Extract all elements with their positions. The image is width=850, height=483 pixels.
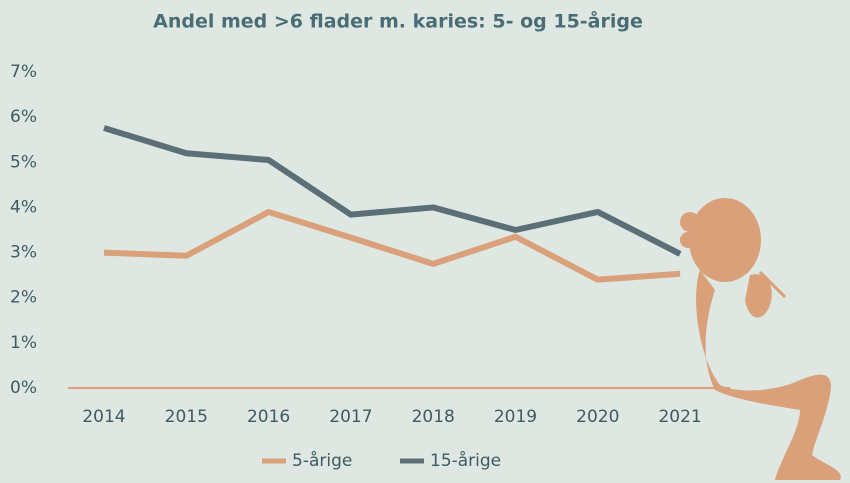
x-tick-label: 2016 <box>247 407 290 427</box>
y-tick-label: 0% <box>10 378 37 398</box>
y-tick-label: 1% <box>10 333 37 353</box>
x-tick-label: 2014 <box>82 407 125 427</box>
chart: Andel med >6 flader m. karies: 5- og 15-… <box>0 0 850 483</box>
chart-title: Andel med >6 flader m. karies: 5- og 15-… <box>153 9 643 33</box>
y-tick-label: 3% <box>10 243 37 263</box>
x-tick-label: 2021 <box>658 407 701 427</box>
y-tick-label: 2% <box>10 288 37 308</box>
x-tick-label: 2017 <box>329 407 372 427</box>
y-tick-label: 7% <box>10 62 37 82</box>
legend-label: 15-årige <box>430 450 501 471</box>
x-tick-label: 2020 <box>576 407 619 427</box>
legend-label: 5-årige <box>292 450 352 471</box>
y-tick-label: 5% <box>10 152 37 172</box>
y-tick-label: 4% <box>10 197 37 217</box>
y-tick-label: 6% <box>10 107 37 127</box>
x-tick-label: 2015 <box>165 407 208 427</box>
x-tick-label: 2019 <box>494 407 537 427</box>
x-tick-label: 2018 <box>412 407 455 427</box>
